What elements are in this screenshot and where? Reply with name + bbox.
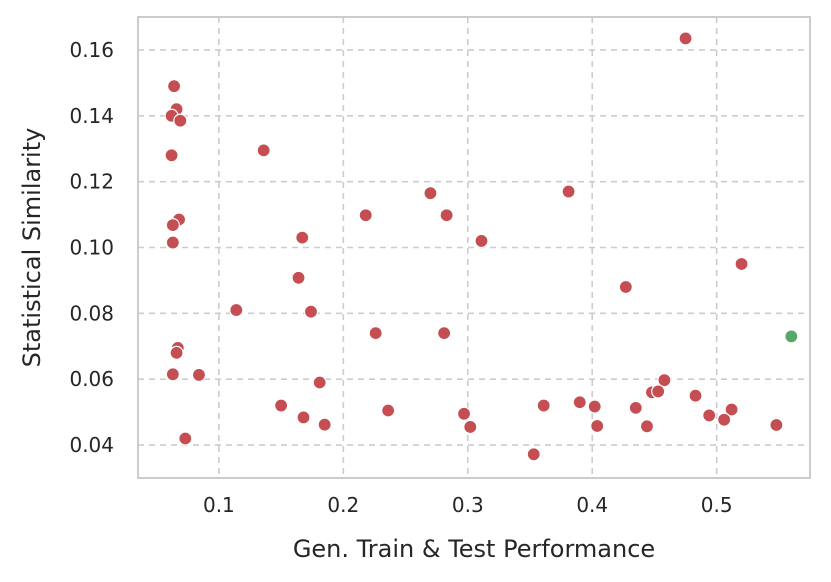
- data-point: [474, 233, 489, 249]
- x-tick-label: 0.1: [203, 493, 235, 517]
- data-point: [717, 412, 732, 427]
- x-tick-label: 0.3: [452, 493, 484, 517]
- y-tick-label: 0.06: [69, 367, 114, 391]
- data-point: [657, 373, 672, 388]
- data-point: [536, 398, 551, 413]
- data-point: [724, 402, 739, 417]
- data-point: [463, 419, 478, 435]
- x-tick-label: 0.4: [576, 493, 608, 517]
- grid-lines: [138, 17, 810, 478]
- data-points: [164, 31, 799, 462]
- x-tick-label: 0.2: [327, 493, 359, 517]
- highlight-data-point: [784, 329, 799, 344]
- data-point: [312, 375, 327, 390]
- data-point: [178, 431, 193, 446]
- data-point: [651, 384, 666, 399]
- data-point: [303, 304, 319, 319]
- data-point: [423, 186, 438, 201]
- y-axis-ticks: 0.04 0.06 0.08 0.10 0.12 0.14 0.16: [69, 38, 114, 457]
- data-point: [618, 279, 633, 295]
- data-point: [296, 410, 311, 425]
- x-axis-ticks: 0.1 0.2 0.3 0.4 0.5: [203, 493, 733, 517]
- y-axis-label: Statistical Similarity: [18, 128, 46, 368]
- data-point: [317, 417, 332, 432]
- data-point: [165, 367, 180, 382]
- y-tick-label: 0.04: [69, 433, 114, 457]
- data-point: [165, 218, 180, 233]
- data-point: [173, 113, 188, 128]
- y-tick-label: 0.08: [69, 301, 114, 325]
- data-point: [572, 395, 587, 410]
- data-point: [169, 345, 184, 360]
- x-axis-label: Gen. Train & Test Performance: [293, 535, 655, 563]
- data-point: [165, 235, 180, 250]
- data-point: [256, 143, 271, 158]
- data-point: [229, 302, 244, 318]
- y-tick-label: 0.16: [69, 38, 114, 62]
- data-point: [688, 388, 703, 403]
- plot-frame: [137, 16, 811, 479]
- data-point: [368, 326, 383, 341]
- data-point: [587, 399, 602, 414]
- data-point: [769, 417, 784, 433]
- data-point: [291, 270, 306, 285]
- data-point: [166, 79, 182, 94]
- data-point: [526, 447, 541, 462]
- y-tick-label: 0.14: [69, 104, 114, 128]
- data-point: [191, 367, 207, 383]
- y-tick-label: 0.12: [69, 170, 114, 194]
- data-point: [381, 403, 396, 418]
- data-point: [734, 256, 749, 272]
- data-point: [358, 208, 373, 223]
- data-point: [561, 184, 576, 199]
- data-point: [439, 208, 454, 223]
- data-point: [295, 230, 310, 245]
- x-tick-label: 0.5: [701, 493, 733, 517]
- data-point: [702, 408, 717, 423]
- data-point: [274, 398, 289, 413]
- data-point: [628, 400, 643, 415]
- data-point: [437, 326, 452, 341]
- data-point: [678, 31, 693, 46]
- data-point: [164, 148, 179, 163]
- data-point: [456, 406, 472, 421]
- y-tick-label: 0.10: [69, 236, 114, 260]
- data-point: [590, 418, 605, 434]
- data-point: [639, 419, 655, 434]
